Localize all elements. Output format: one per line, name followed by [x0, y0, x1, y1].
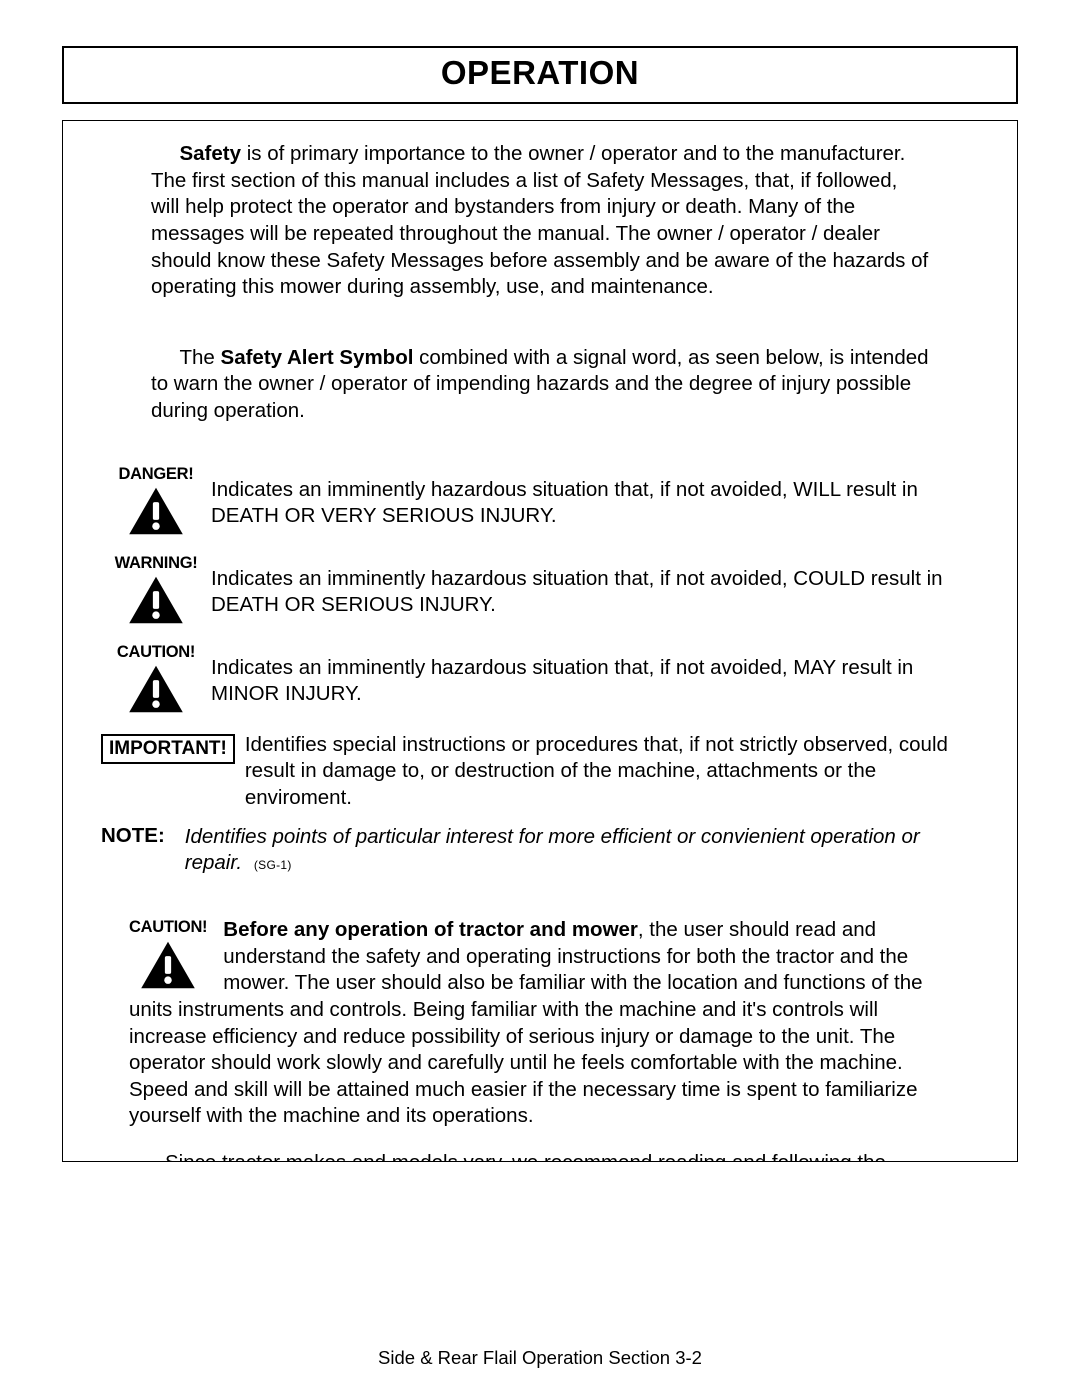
intro-bold-sas: Safety Alert Symbol — [221, 346, 414, 369]
caution-text: Indicates an imminently hazardous situat… — [211, 643, 967, 708]
alert-triangle-icon — [127, 664, 185, 714]
caution-block-p2: Since tractor makes and models vary, we … — [129, 1150, 951, 1162]
warning-label: WARNING! — [115, 554, 198, 573]
alert-triangle-icon — [127, 486, 185, 536]
intro-p2-pre: The — [179, 346, 220, 369]
content-box: Safety is of primary importance to the o… — [62, 120, 1018, 1162]
note-text: Identifies points of particular interest… — [185, 824, 967, 877]
intro-bold-safety: Safety — [179, 142, 241, 165]
caution-block-label: CAUTION! — [129, 917, 207, 938]
warning-row: WARNING! Indicates an imminently hazardo… — [101, 554, 967, 625]
caution-block: CAUTION! Before any operation of tractor… — [129, 917, 951, 1162]
caution-block-bold: Before any operation of tractor and mowe… — [223, 918, 638, 941]
alert-triangle-icon — [127, 575, 185, 625]
alert-triangle-icon — [139, 940, 197, 990]
caution-label: CAUTION! — [117, 643, 195, 662]
caution-block-p1: Before any operation of tractor and mowe… — [129, 917, 951, 1130]
page-title: OPERATION — [64, 54, 1016, 92]
danger-text: Indicates an imminently hazardous situat… — [211, 465, 967, 530]
title-box: OPERATION — [62, 46, 1018, 104]
danger-symbol: DANGER! — [101, 465, 211, 536]
important-label: IMPORTANT! — [101, 734, 235, 764]
intro-paragraph-1: Safety is of primary importance to the o… — [151, 141, 929, 301]
warning-symbol: WARNING! — [101, 554, 211, 625]
note-row: NOTE: Identifies points of particular in… — [101, 824, 967, 877]
note-label: NOTE: — [101, 824, 165, 848]
warning-text: Indicates an imminently hazardous situat… — [211, 554, 967, 619]
page-footer: Side & Rear Flail Operation Section 3-2 — [0, 1347, 1080, 1369]
note-text-body: Identifies points of particular interest… — [185, 825, 920, 875]
note-ref: (SG-1) — [254, 858, 292, 872]
danger-row: DANGER! Indicates an imminently hazardou… — [101, 465, 967, 536]
important-row: IMPORTANT! Identifies special instructio… — [101, 732, 967, 812]
page: OPERATION Safety is of primary importanc… — [0, 0, 1080, 1397]
caution-row: CAUTION! Indicates an imminently hazardo… — [101, 643, 967, 714]
important-text: Identifies special instructions or proce… — [245, 732, 967, 812]
intro-paragraph-2: The Safety Alert Symbol combined with a … — [151, 345, 929, 425]
danger-label: DANGER! — [119, 465, 194, 484]
intro-p1-text: is of primary importance to the owner / … — [151, 142, 928, 298]
caution-block-rest: , the user should read and understand th… — [129, 918, 923, 1127]
caution-symbol: CAUTION! — [101, 643, 211, 714]
caution-block-symbol: CAUTION! — [129, 917, 207, 990]
